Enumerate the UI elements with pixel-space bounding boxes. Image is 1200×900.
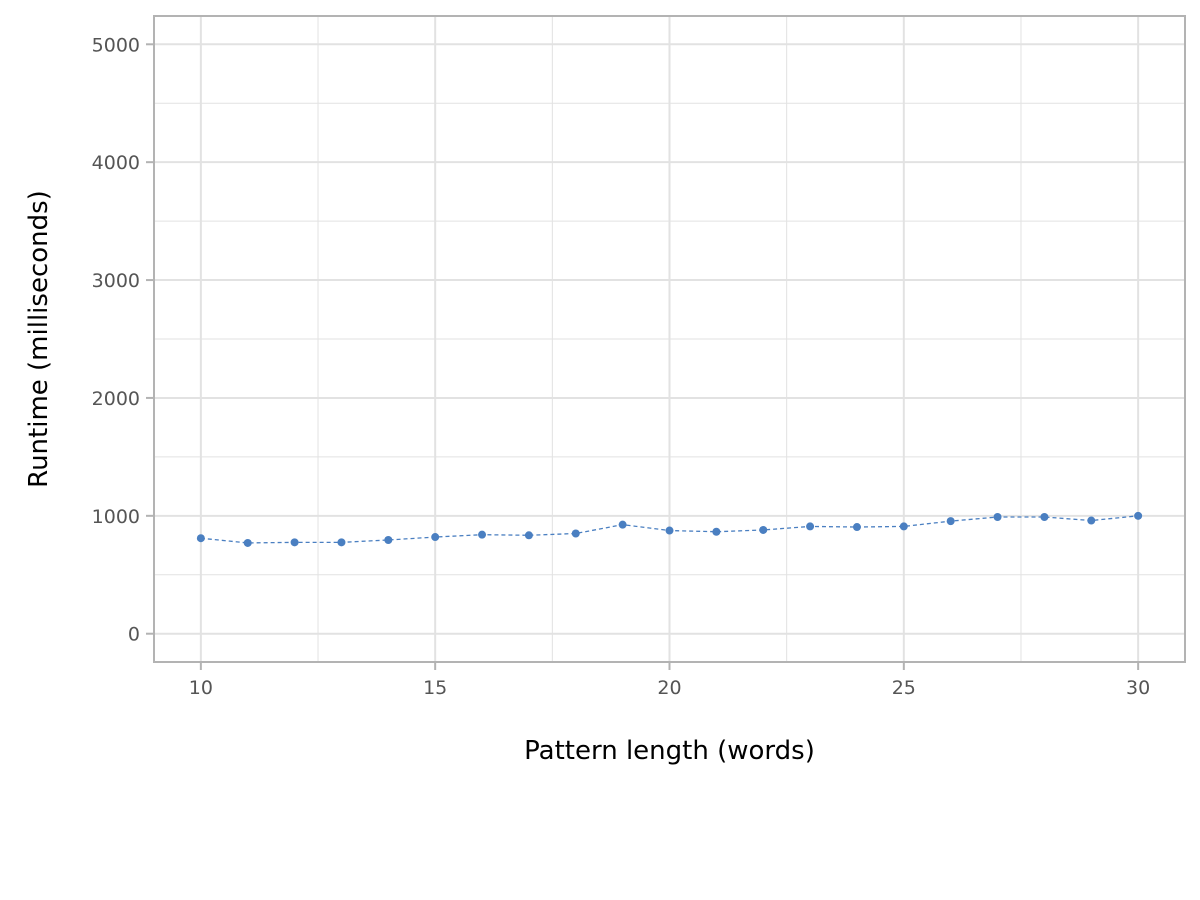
y-tick-label: 0 [128, 624, 140, 646]
data-point [712, 527, 721, 536]
y-tick-label: 1000 [92, 506, 140, 528]
data-point [946, 517, 955, 526]
data-point [618, 520, 627, 529]
y-axis-title: Runtime (milliseconds) [24, 190, 54, 488]
x-tick-label: 15 [423, 677, 447, 699]
series-layer [196, 511, 1143, 547]
data-point [806, 522, 815, 531]
data-point [1134, 511, 1143, 520]
x-tick-label: 25 [892, 677, 916, 699]
data-point [478, 530, 487, 539]
y-tick-label: 5000 [92, 34, 140, 56]
data-point [665, 526, 674, 535]
data-point [290, 538, 299, 547]
y-tick-label: 4000 [92, 152, 140, 174]
x-axis-ticks: 10 15 20 25 30 [189, 662, 1150, 699]
data-point [384, 535, 393, 544]
data-point [243, 538, 252, 547]
data-point [759, 525, 768, 534]
x-tick-label: 10 [189, 677, 213, 699]
data-point [571, 529, 580, 538]
data-point [524, 531, 533, 540]
y-tick-label: 2000 [92, 388, 140, 410]
data-point [852, 523, 861, 532]
data-point [196, 534, 205, 543]
data-point [993, 513, 1002, 522]
data-point [337, 538, 346, 547]
x-tick-label: 30 [1126, 677, 1150, 699]
y-tick-label: 3000 [92, 270, 140, 292]
data-point [1087, 516, 1096, 525]
major-gridlines [154, 16, 1185, 662]
x-tick-label: 20 [657, 677, 681, 699]
y-axis-ticks: 0 1000 2000 3000 4000 5000 [92, 34, 154, 646]
data-point [1040, 513, 1049, 522]
x-axis-title: Pattern length (words) [524, 736, 815, 766]
data-point [431, 533, 440, 542]
data-point [899, 522, 908, 531]
